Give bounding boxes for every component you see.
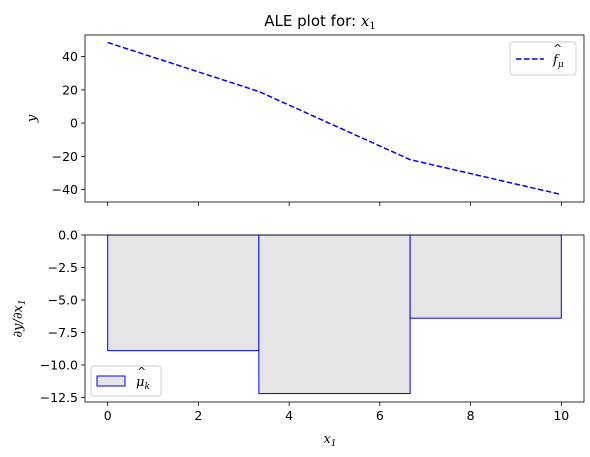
bottom-legend-hat: ^ (137, 365, 146, 378)
bottom-y-tick-label: −5.0 (48, 292, 78, 307)
bottom-legend-patch (96, 375, 126, 387)
bottom-x-tick-label: 6 (376, 408, 384, 423)
bottom-x-tick-label: 8 (467, 408, 475, 423)
top-plot-area (85, 35, 584, 202)
top-x-ticks (107, 202, 562, 206)
bottom-x-tick-label: 2 (194, 408, 202, 423)
top-y-tick-label: 0 (70, 116, 78, 131)
chart-title: ALE plot for: x1 (264, 12, 375, 32)
bottom-x-axis-label: x1 (323, 432, 336, 449)
top-y-tick-label: 40 (62, 49, 78, 64)
bottom-axes-frame (84, 234, 585, 403)
bottom-x-ticks: 0 2 4 6 8 10 (104, 402, 569, 423)
bottom-x-tick-label: 4 (285, 408, 293, 423)
bottom-legend-box (90, 365, 162, 397)
bottom-bar (107, 234, 260, 352)
top-legend-hat: ^ (553, 42, 562, 55)
top-legend: fμ ^ (509, 41, 577, 76)
top-y-tick-label: −40 (52, 182, 78, 197)
bottom-axes: 0.0 −2.5 −5.0 −7.5 −10.0 −12.5 0 2 4 6 8 10 ∂y/∂x1… (11, 228, 585, 449)
bottom-y-axis-label: ∂y/∂x1 (11, 299, 28, 337)
top-y-ticks: 40 20 0 −20 −40 (52, 49, 85, 197)
bottom-bars (107, 234, 562, 395)
bottom-y-tick-label: −7.5 (48, 325, 78, 340)
top-y-tick-label: 20 (62, 82, 78, 97)
top-series-line (107, 41, 562, 196)
bottom-y-tick-label: −12.5 (40, 390, 78, 405)
top-y-axis-label: y (25, 114, 40, 123)
top-axes-frame (84, 34, 585, 203)
bottom-x-tick-label: 0 (104, 408, 112, 423)
bottom-x-tick-label: 10 (553, 408, 569, 423)
bottom-bar (258, 234, 411, 395)
bottom-legend: μk ^ (90, 365, 162, 397)
top-legend-label: fμ (552, 53, 564, 70)
bottom-y-ticks: 0.0 −2.5 −5.0 −7.5 −10.0 −12.5 (40, 228, 85, 405)
bottom-y-tick-label: −2.5 (48, 260, 78, 275)
top-axes: ALE plot for: x1 40 20 0 −20 −40 y fμ ^ (25, 12, 585, 206)
bottom-bar (409, 234, 562, 319)
top-series (107, 41, 562, 196)
top-y-tick-label: −20 (52, 149, 78, 164)
bottom-y-tick-label: 0.0 (58, 228, 78, 243)
bottom-y-tick-label: −10.0 (40, 357, 78, 372)
